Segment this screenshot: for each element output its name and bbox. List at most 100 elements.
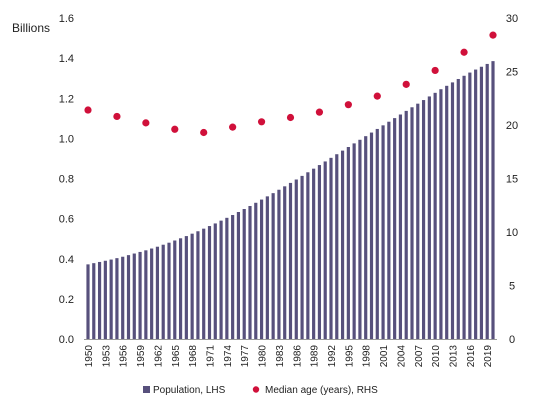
x-axis-tick-label: 1992 [327, 345, 338, 368]
population-bar [416, 103, 420, 339]
population-bar [155, 246, 160, 339]
population-bar [468, 72, 472, 339]
median-age-point [286, 113, 295, 122]
population-bar [387, 121, 391, 339]
population-bar [265, 196, 269, 339]
population-bar [410, 107, 414, 339]
x-axis-tick-label: 2019 [483, 345, 494, 368]
population-bar [109, 259, 113, 339]
population-bar [456, 78, 460, 340]
median-age-point [402, 80, 410, 88]
right-axis-tick-label: 10 [506, 227, 518, 239]
population-bar [317, 165, 322, 339]
left-axis-tick-label: 0.2 [59, 294, 74, 306]
population-bar [248, 205, 252, 339]
population-bar [167, 242, 171, 339]
x-axis-tick-label: 1959 [136, 345, 147, 368]
x-axis-tick-label: 1989 [310, 345, 321, 368]
population-bar [479, 66, 484, 339]
legend-marker-median-age [252, 386, 260, 393]
population-bar [121, 256, 125, 339]
x-axis-tick-label: 2007 [414, 345, 425, 368]
population-bar [97, 261, 102, 339]
x-axis-tick-label: 1965 [171, 345, 182, 368]
x-axis-tick-label: 1950 [84, 345, 95, 368]
population-bar [236, 212, 241, 339]
population-bar [439, 89, 443, 339]
right-axis-tick-label: 0 [509, 334, 515, 346]
median-age-point [315, 108, 324, 116]
legend-label-median-age: Median age (years), RHS [265, 385, 378, 396]
legend-label-population: Population, LHS [153, 385, 226, 396]
population-bar [231, 215, 235, 339]
median-age-point [84, 106, 92, 114]
median-age-point [171, 125, 179, 133]
median-age-point [142, 119, 150, 127]
population-bar [254, 202, 258, 339]
population-bar [202, 228, 206, 339]
population-bar [115, 258, 119, 339]
x-axis-tick-label: 1977 [240, 345, 251, 368]
population-bar [306, 172, 310, 339]
legend-swatch-population [143, 386, 150, 393]
x-axis-tick-label: 1995 [344, 345, 355, 368]
x-axis-tick-label: 1983 [275, 345, 286, 368]
population-bar [138, 251, 142, 339]
population-bar [352, 143, 356, 339]
population-bar [369, 132, 374, 339]
median-age-point [344, 101, 352, 109]
population-bar [381, 125, 385, 339]
population-bar [421, 100, 426, 339]
population-bar [144, 250, 148, 339]
left-axis-tick-label: 0.6 [59, 214, 74, 226]
x-axis-tick-label: 1956 [119, 345, 130, 368]
median-age-point [113, 112, 121, 121]
right-axis-tick-label: 20 [506, 120, 518, 132]
x-axis-tick-label: 1980 [258, 345, 269, 368]
left-axis-tick-label: 1.6 [59, 13, 74, 25]
population-bar [103, 260, 107, 339]
population-bar [398, 114, 403, 339]
x-axis-tick-label: 2010 [431, 345, 442, 368]
population-bar [323, 161, 327, 339]
population-bar [196, 231, 200, 339]
population-bar [427, 96, 431, 339]
population-bar [358, 139, 362, 339]
median-age-point [489, 31, 497, 39]
population-bar [132, 253, 136, 339]
population-bar [364, 136, 368, 339]
population-bar [277, 189, 281, 339]
population-bar [450, 82, 455, 340]
median-age-point [373, 92, 381, 100]
population-bar [259, 199, 264, 339]
population-bar [294, 179, 298, 339]
left-axis-tick-label: 1.0 [59, 133, 74, 145]
x-axis-tick-label: 1971 [206, 345, 217, 368]
x-axis-tick-label: 1974 [223, 345, 234, 368]
population-bar [485, 63, 489, 339]
population-bar [242, 209, 246, 339]
right-axis-tick-label: 30 [506, 13, 518, 25]
right-axis-tick-label: 15 [506, 174, 518, 186]
x-axis-tick-label: 2016 [466, 345, 477, 368]
population-bar [178, 238, 183, 339]
median-age-point [257, 118, 266, 126]
population-bar [346, 147, 350, 339]
population-bar [86, 264, 90, 339]
population-bar [462, 75, 466, 339]
population-bar [445, 85, 449, 339]
x-axis-tick-label: 2004 [396, 345, 407, 368]
population-bar [283, 186, 287, 339]
population-bar [150, 248, 154, 339]
population-bar [288, 182, 293, 339]
right-axis-tick-label: 5 [509, 281, 515, 293]
population-bar [329, 157, 333, 339]
left-axis-tick-label: 0.4 [59, 254, 74, 266]
population-bar [474, 69, 478, 339]
population-bar [433, 92, 437, 339]
population-bar [491, 61, 495, 339]
population-bar [225, 217, 229, 339]
median-age-point [460, 48, 468, 56]
